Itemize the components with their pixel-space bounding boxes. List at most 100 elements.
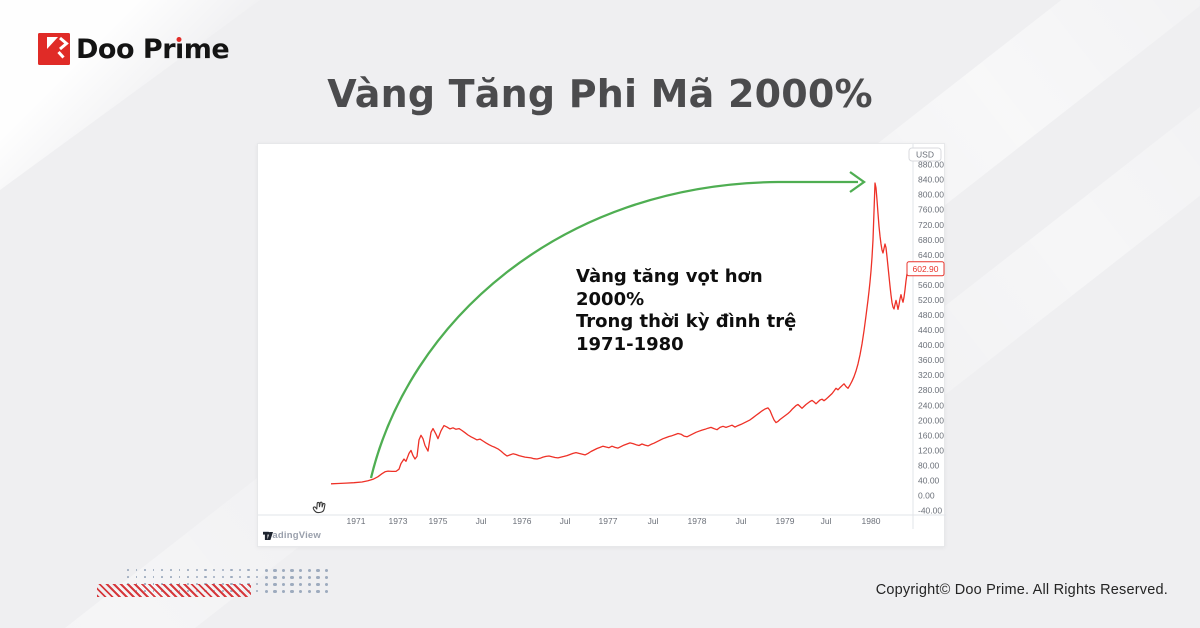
decor-dot — [144, 576, 146, 578]
decor-dot — [135, 576, 138, 578]
decor-dot — [144, 583, 146, 585]
decor-dot — [178, 576, 181, 578]
decor-dot — [281, 590, 286, 594]
copyright-text: Copyright© Doo Prime. All Rights Reserve… — [875, 582, 1168, 598]
decor-dot — [324, 590, 329, 594]
x-axis-tick: Jul — [821, 516, 832, 526]
decor-dot — [273, 569, 277, 573]
decor-dot — [264, 576, 268, 580]
y-axis-tick: 240.00 — [918, 400, 944, 410]
doo-prime-logo: Doo Pr ı me — [38, 33, 230, 65]
y-axis-tick: 840.00 — [918, 175, 944, 185]
y-axis-tick: 400.00 — [918, 340, 944, 350]
y-axis-tick: 640.00 — [918, 250, 944, 260]
decor-dot — [152, 583, 155, 585]
gold-price-line — [330, 182, 914, 485]
y-axis-tick: 880.00 — [918, 160, 944, 170]
y-axis-tick: 120.00 — [918, 445, 944, 455]
currency-box[interactable] — [908, 147, 942, 162]
decor-dot — [316, 583, 320, 587]
x-axis-tick: 1975 — [429, 516, 448, 526]
x-axis-tick: 1977 — [599, 516, 618, 526]
y-axis-tick: 760.00 — [918, 205, 944, 215]
currency-label: USD — [916, 150, 934, 160]
x-axis-tick: 1971 — [347, 516, 366, 526]
x-axis-tick: Jul — [648, 516, 659, 526]
decor-dot — [221, 569, 224, 572]
x-axis-tick: 1973 — [389, 516, 408, 526]
trend-arrow-head-icon — [849, 171, 866, 193]
decor-dot — [324, 583, 329, 587]
decor-dot — [213, 569, 216, 572]
decor-dot — [264, 590, 268, 594]
decor-dot — [264, 583, 268, 587]
decor-striped-bar — [97, 584, 251, 597]
decor-dot — [161, 569, 163, 571]
chart-card: USD 880.00 840.00 800.00 760.00 720.00 680.00 6… — [257, 143, 946, 548]
x-axis-tick: 1980 — [862, 516, 881, 526]
x-axis-tick: Jul — [736, 516, 747, 526]
tradingview-logo-icon — [263, 532, 273, 540]
annotation-line: 1971-1980 — [576, 333, 684, 355]
annotation-line: 2000% — [576, 288, 645, 310]
decor-dot — [213, 576, 216, 579]
decor-dot — [135, 569, 138, 571]
decor-dot — [316, 590, 320, 594]
decor-dot — [307, 569, 311, 573]
y-axis-tick: -40.00 — [918, 506, 942, 516]
decor-dot — [256, 583, 259, 586]
decor-dot — [170, 576, 172, 578]
y-axis-tick: 680.00 — [918, 235, 944, 245]
decor-dot — [290, 583, 294, 587]
decor-dot — [273, 583, 277, 587]
annotation-line: Vàng tăng vọt hơn — [576, 266, 763, 287]
decor-dot — [178, 583, 181, 585]
last-price-tag — [906, 261, 945, 277]
decor-dot — [273, 576, 277, 580]
decor-dot — [307, 576, 311, 580]
decor-dot — [299, 583, 303, 587]
decor-dot — [230, 569, 233, 572]
doo-prime-logo-icon — [38, 33, 70, 65]
grab-hand-icon[interactable] — [312, 501, 326, 514]
x-axis-tick: Jul — [560, 516, 571, 526]
decor-dot — [247, 569, 250, 572]
decor-dot — [264, 569, 268, 573]
decor-dot — [195, 569, 199, 572]
decor-dot — [161, 576, 163, 578]
decor-dot — [187, 576, 189, 578]
decor-dot — [281, 576, 286, 580]
decor-dot — [187, 569, 189, 571]
y-axis-tick: 440.00 — [918, 325, 944, 335]
decor-dot — [324, 569, 329, 573]
decor-dot — [247, 576, 250, 579]
decor-dot — [204, 576, 207, 579]
y-axis-tick: 0.00 — [918, 491, 935, 501]
y-axis-tick: 480.00 — [918, 310, 944, 320]
decor-dot — [299, 569, 303, 573]
decor-dot — [307, 590, 311, 594]
decor-dot — [152, 576, 155, 578]
decor-dot — [256, 576, 259, 579]
decor-dot — [316, 576, 320, 580]
decor-dot — [238, 576, 242, 579]
y-axis-tick: 80.00 — [918, 460, 940, 470]
x-axis-tick: 1978 — [688, 516, 707, 526]
decor-dot — [273, 590, 277, 594]
decor-dot — [281, 569, 286, 573]
decor-dot — [290, 576, 294, 580]
red-dot-icon — [176, 37, 182, 42]
decor-dot — [256, 590, 259, 593]
decor-dot — [256, 569, 259, 572]
y-axis-tick: 320.00 — [918, 370, 944, 380]
decor-dot — [178, 569, 181, 571]
decor-dot — [316, 569, 320, 573]
decor-dot — [170, 569, 172, 571]
decor-dot — [161, 583, 163, 585]
doo-prime-wordmark: Doo Pr ı me — [76, 33, 230, 65]
decor-dot — [135, 583, 138, 585]
x-axis-tick: 1976 — [513, 516, 532, 526]
decor-dot — [230, 576, 233, 579]
